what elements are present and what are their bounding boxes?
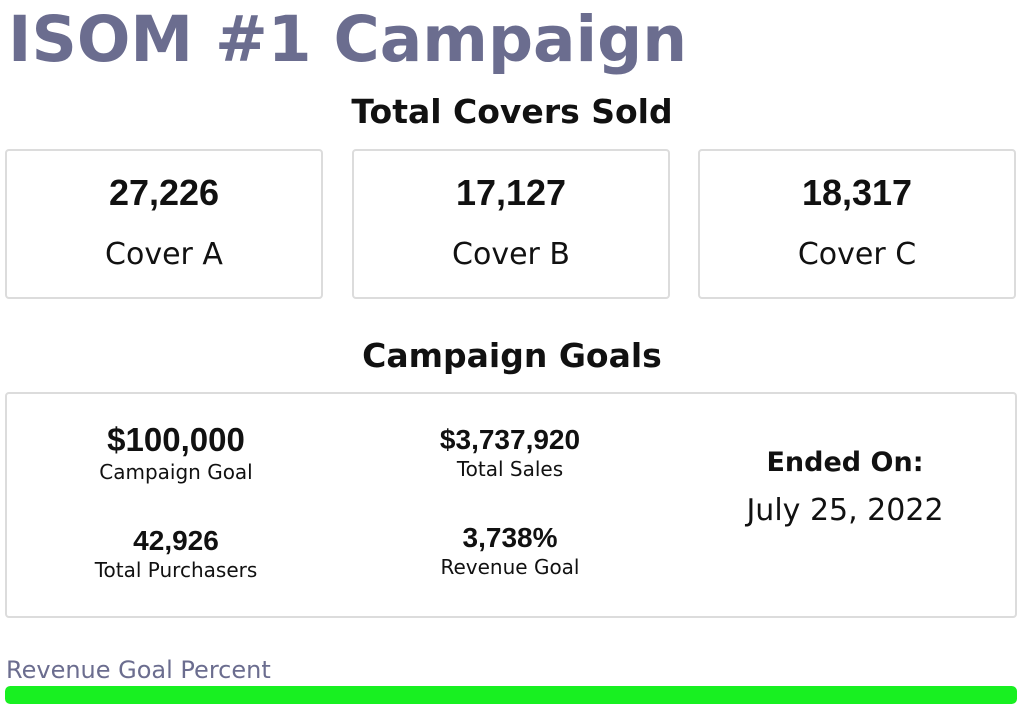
campaign-goal-label: Campaign Goal (99, 460, 253, 484)
cover-card-b: 17,127 Cover B (352, 149, 670, 299)
revenue-goal-label: Revenue Goal (440, 555, 580, 579)
total-sales-value: $3,737,920 (439, 424, 581, 455)
total-sales-label: Total Sales (456, 457, 564, 481)
total-purchasers-metric: 42,926 Total Purchasers (26, 524, 326, 582)
ended-on-date: July 25, 2022 (746, 493, 944, 528)
goals-heading: Campaign Goals (362, 336, 662, 375)
cover-a-label: Cover A (105, 237, 223, 272)
revenue-progress-bar (5, 686, 1017, 704)
cover-a-count: 27,226 (108, 172, 220, 213)
revenue-goal-metric: 3,738% Revenue Goal (360, 521, 660, 579)
goals-panel (5, 392, 1017, 618)
cover-c-label: Cover C (797, 237, 917, 272)
cover-b-count: 17,127 (455, 172, 567, 213)
campaign-goal-value: $100,000 (107, 421, 245, 458)
ended-on-label: Ended On: (766, 447, 924, 478)
campaign-goal-metric: $100,000 Campaign Goal (26, 420, 326, 484)
cover-b-label: Cover B (452, 237, 570, 272)
revenue-progress-label: Revenue Goal Percent (6, 656, 271, 684)
revenue-goal-value: 3,738% (462, 522, 558, 553)
cover-card-a: 27,226 Cover A (5, 149, 323, 299)
total-purchasers-label: Total Purchasers (94, 558, 258, 582)
cover-c-count: 18,317 (801, 172, 913, 213)
revenue-progress-fill (5, 686, 1017, 704)
covers-heading: Total Covers Sold (351, 92, 673, 131)
total-purchasers-value: 42,926 (133, 525, 219, 556)
total-sales-metric: $3,737,920 Total Sales (360, 423, 660, 481)
page-title: ISOM #1 Campaign (8, 3, 688, 76)
cover-card-c: 18,317 Cover C (698, 149, 1016, 299)
